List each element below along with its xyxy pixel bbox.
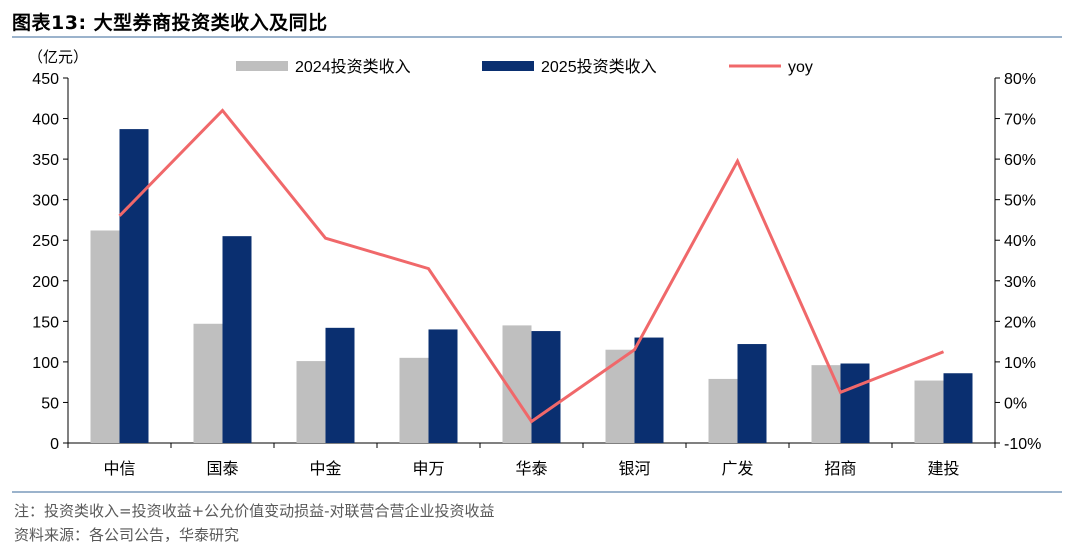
y2-tick-label: 10% [1004, 355, 1036, 372]
legend-swatch-2024 [236, 61, 288, 71]
y-axis-unit-label: （亿元） [28, 49, 88, 66]
y2-tick-label: 80% [1004, 71, 1036, 88]
legend: 2024投资类收入 2025投资类收入 yoy [236, 58, 813, 76]
x-tick-label: 广发 [721, 460, 753, 478]
y-tick-label: 50 [41, 395, 59, 412]
bar-2024 [296, 361, 326, 443]
bar-2025 [325, 327, 355, 443]
y-tick-label: 350 [32, 152, 59, 169]
bar-2024 [90, 230, 120, 443]
legend-swatch-2025 [482, 61, 534, 71]
y2-tick-label: -10% [1004, 436, 1041, 453]
y-tick-label: 450 [32, 71, 59, 88]
y2-tick-label: 20% [1004, 314, 1036, 331]
bar-2025 [737, 344, 767, 443]
footnote: 注：投资类收入=投资收益+公允价值变动损益-对联营合营企业投资收益 [14, 502, 495, 520]
y-tick-label: 400 [32, 112, 59, 129]
legend-label-2024: 2024投资类收入 [295, 58, 411, 76]
yoy-line [118, 108, 945, 424]
y-tick-label: 150 [32, 314, 59, 331]
x-tick-label: 国泰 [206, 460, 238, 478]
bar-2025 [943, 373, 973, 443]
y2-tick-label: 60% [1004, 152, 1036, 169]
top-divider [12, 36, 1062, 38]
x-tick-label: 招商 [824, 460, 856, 478]
bottom-divider [12, 491, 1062, 493]
bar-2024 [914, 380, 944, 443]
x-tick-label: 建投 [927, 460, 959, 478]
legend-label-yoy: yoy [788, 59, 813, 76]
y2-tick-label: 50% [1004, 193, 1036, 210]
bar-2024 [708, 378, 738, 443]
x-tick-label: 中金 [309, 460, 341, 478]
y-tick-label: 100 [32, 355, 59, 372]
x-tick-label: 华泰 [515, 460, 547, 478]
y-tick-label: 200 [32, 274, 59, 291]
y2-tick-label: 70% [1004, 112, 1036, 129]
bar-2024 [811, 365, 841, 443]
x-tick-label: 申万 [412, 460, 444, 478]
bar-2024 [399, 357, 429, 443]
bar-2025 [222, 236, 252, 443]
legend-label-2025: 2025投资类收入 [541, 58, 657, 76]
y2-tick-label: 30% [1004, 274, 1036, 291]
bar-2024 [605, 349, 635, 443]
bar-2025 [428, 329, 458, 443]
x-tick-label: 中信 [103, 460, 135, 478]
y2-tick-label: 0% [1004, 395, 1027, 412]
y-tick-label: 300 [32, 193, 59, 210]
chart-title: 图表13: 大型券商投资类收入及同比 [12, 12, 328, 34]
bar-2024 [193, 323, 223, 443]
bar-2025 [531, 331, 561, 443]
bar-2025 [634, 337, 664, 443]
bar-2025 [119, 129, 149, 443]
x-tick-label: 银河 [618, 460, 650, 478]
y-tick-label: 250 [32, 233, 59, 250]
y-tick-label: 0 [50, 436, 59, 453]
y2-tick-label: 40% [1004, 233, 1036, 250]
bar-2025 [840, 363, 870, 443]
source-note: 资料来源：各公司公告，华泰研究 [14, 526, 240, 544]
